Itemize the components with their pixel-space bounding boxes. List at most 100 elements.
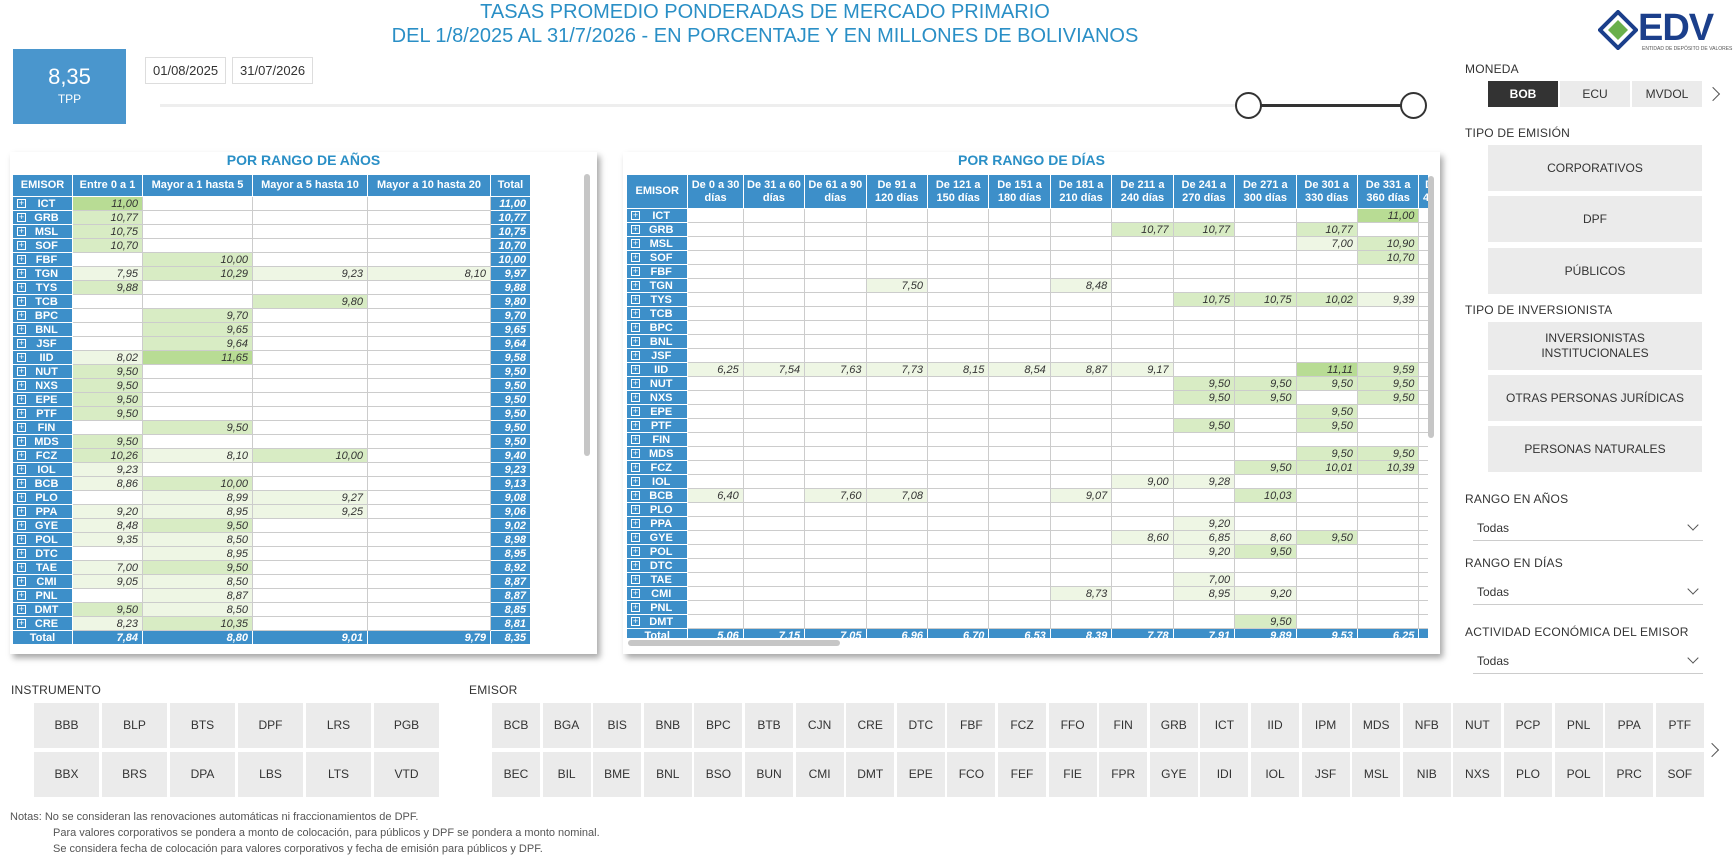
tipo-emision-dpf-button[interactable]: DPF [1488, 196, 1702, 242]
column-header[interactable]: EMISOR [626, 174, 689, 209]
expand-plus-icon[interactable]: + [17, 464, 26, 474]
emisor-button-bis[interactable]: BIS [593, 703, 642, 748]
instrumento-button-bts[interactable]: BTS [170, 703, 235, 748]
emisor-cell[interactable]: + CRE [12, 616, 73, 631]
emisor-cell[interactable]: + ICT [12, 196, 73, 211]
emisor-cell[interactable]: + FCZ [12, 448, 73, 463]
emisor-cell[interactable]: + IID [626, 362, 689, 377]
emisor-button-bil[interactable]: BIL [542, 752, 591, 797]
emisor-button-bga[interactable]: BGA [542, 703, 591, 748]
instrumento-button-lts[interactable]: LTS [306, 752, 371, 797]
instrumento-button-dpa[interactable]: DPA [170, 752, 235, 797]
emisor-cell[interactable]: + GYE [626, 530, 689, 545]
expand-plus-icon[interactable]: + [631, 490, 640, 500]
expand-plus-icon[interactable]: + [631, 616, 640, 626]
moneda-bob-button[interactable]: BOB [1488, 81, 1558, 107]
emisor-cell[interactable]: + FIN [626, 432, 689, 447]
expand-plus-icon[interactable]: + [631, 406, 640, 416]
emisor-button-bcb[interactable]: BCB [492, 703, 540, 748]
column-header[interactable]: De 121 a 150 días [926, 174, 990, 209]
emisor-button-ppa[interactable]: PPA [1605, 703, 1654, 748]
emisor-cell[interactable]: + PTF [12, 406, 73, 421]
emisor-button-dmt[interactable]: DMT [846, 752, 895, 797]
emisor-cell[interactable]: + TGN [12, 266, 73, 281]
emisor-cell[interactable]: + BCB [626, 488, 689, 503]
emisor-button-idi[interactable]: IDI [1200, 752, 1249, 797]
expand-plus-icon[interactable]: + [17, 590, 26, 600]
emisor-button-fef[interactable]: FEF [998, 752, 1046, 797]
emisor-cell[interactable]: + PNL [626, 600, 689, 615]
column-header[interactable]: De 301 a 330 días [1295, 174, 1358, 209]
date-slider-track[interactable] [160, 104, 1415, 107]
emisor-button-dtc[interactable]: DTC [896, 703, 945, 748]
expand-plus-icon[interactable]: + [631, 546, 640, 556]
emisor-button-btb[interactable]: BTB [745, 703, 793, 748]
expand-plus-icon[interactable]: + [17, 422, 26, 432]
expand-plus-icon[interactable]: + [17, 198, 26, 208]
expand-plus-icon[interactable]: + [17, 436, 26, 446]
instrumento-button-bbb[interactable]: BBB [34, 703, 99, 748]
emisor-button-sof[interactable]: SOF [1655, 752, 1704, 797]
expand-plus-icon[interactable]: + [17, 226, 26, 236]
moneda-ecu-button[interactable]: ECU [1560, 81, 1630, 107]
date-slider-end-handle[interactable] [1400, 92, 1427, 119]
emisor-button-pcp[interactable]: PCP [1504, 703, 1552, 748]
expand-plus-icon[interactable]: + [17, 520, 26, 530]
column-header[interactable]: De 61 a 90 días [804, 174, 867, 209]
expand-plus-icon[interactable]: + [17, 408, 26, 418]
actividad-dropdown[interactable]: Todas [1473, 648, 1703, 674]
date-slider-start-handle[interactable] [1235, 92, 1262, 119]
emisor-cell[interactable]: + DTC [12, 546, 73, 561]
column-header[interactable]: De 420 [1418, 174, 1428, 209]
emisor-button-bnb[interactable]: BNB [643, 703, 692, 748]
emisor-button-msl[interactable]: MSL [1352, 752, 1401, 797]
expand-plus-icon[interactable]: + [631, 392, 640, 402]
expand-plus-icon[interactable]: + [631, 420, 640, 430]
emisor-button-fin[interactable]: FIN [1099, 703, 1148, 748]
emisor-cell[interactable]: + MSL [626, 236, 689, 251]
emisor-button-cjn[interactable]: CJN [795, 703, 844, 748]
emisor-cell[interactable]: + IOL [12, 462, 73, 477]
emisor-button-iid[interactable]: IID [1251, 703, 1299, 748]
emisor-button-fco[interactable]: FCO [947, 752, 996, 797]
emisor-button-ipm[interactable]: IPM [1301, 703, 1350, 748]
column-header[interactable]: De 271 a 300 días [1234, 174, 1297, 209]
emisor-cell[interactable]: + TCB [626, 306, 689, 321]
instrumento-button-vtd[interactable]: VTD [374, 752, 439, 797]
days-table-h-scrollbar[interactable] [628, 640, 840, 646]
emisor-cell[interactable]: + TYS [12, 280, 73, 295]
personas-naturales-button[interactable]: PERSONAS NATURALES [1488, 426, 1702, 472]
emisor-cell[interactable]: + PTF [626, 418, 689, 433]
emisor-cell[interactable]: + PNL [12, 588, 73, 603]
expand-plus-icon[interactable]: + [631, 308, 640, 318]
emisor-button-epe[interactable]: EPE [896, 752, 945, 797]
emisor-cell[interactable]: + MDS [12, 434, 73, 449]
expand-plus-icon[interactable]: + [17, 380, 26, 390]
expand-plus-icon[interactable]: + [631, 560, 640, 570]
expand-plus-icon[interactable]: + [631, 434, 640, 444]
emisor-cell[interactable]: + PLO [626, 502, 689, 517]
emisor-cell[interactable]: + ICT [626, 208, 689, 223]
expand-plus-icon[interactable]: + [17, 604, 26, 614]
emisor-cell[interactable]: + BCB [12, 476, 73, 491]
expand-plus-icon[interactable]: + [631, 504, 640, 514]
emisor-next-icon[interactable] [1704, 742, 1720, 758]
expand-plus-icon[interactable]: + [17, 506, 26, 516]
instrumento-button-bbx[interactable]: BBX [34, 752, 99, 797]
expand-plus-icon[interactable]: + [17, 576, 26, 586]
instrumento-button-blp[interactable]: BLP [102, 703, 167, 748]
expand-plus-icon[interactable]: + [17, 478, 26, 488]
column-header[interactable]: De 91 a 120 días [865, 174, 928, 209]
start-date-input[interactable]: 01/08/2025 [145, 57, 227, 84]
emisor-cell[interactable]: + JSF [12, 336, 73, 351]
column-header[interactable]: De 331 a 360 días [1356, 174, 1420, 209]
emisor-button-plo[interactable]: PLO [1504, 752, 1552, 797]
expand-plus-icon[interactable]: + [631, 364, 640, 374]
inversionistas-institucionales-button[interactable]: INVERSIONISTAS INSTITUCIONALES [1488, 322, 1702, 370]
emisor-button-cre[interactable]: CRE [846, 703, 895, 748]
column-header[interactable]: EMISOR [12, 174, 73, 197]
expand-plus-icon[interactable]: + [631, 266, 640, 276]
days-table-v-scrollbar[interactable] [1428, 176, 1434, 438]
emisor-button-jsf[interactable]: JSF [1301, 752, 1350, 797]
emisor-button-bun[interactable]: BUN [745, 752, 793, 797]
